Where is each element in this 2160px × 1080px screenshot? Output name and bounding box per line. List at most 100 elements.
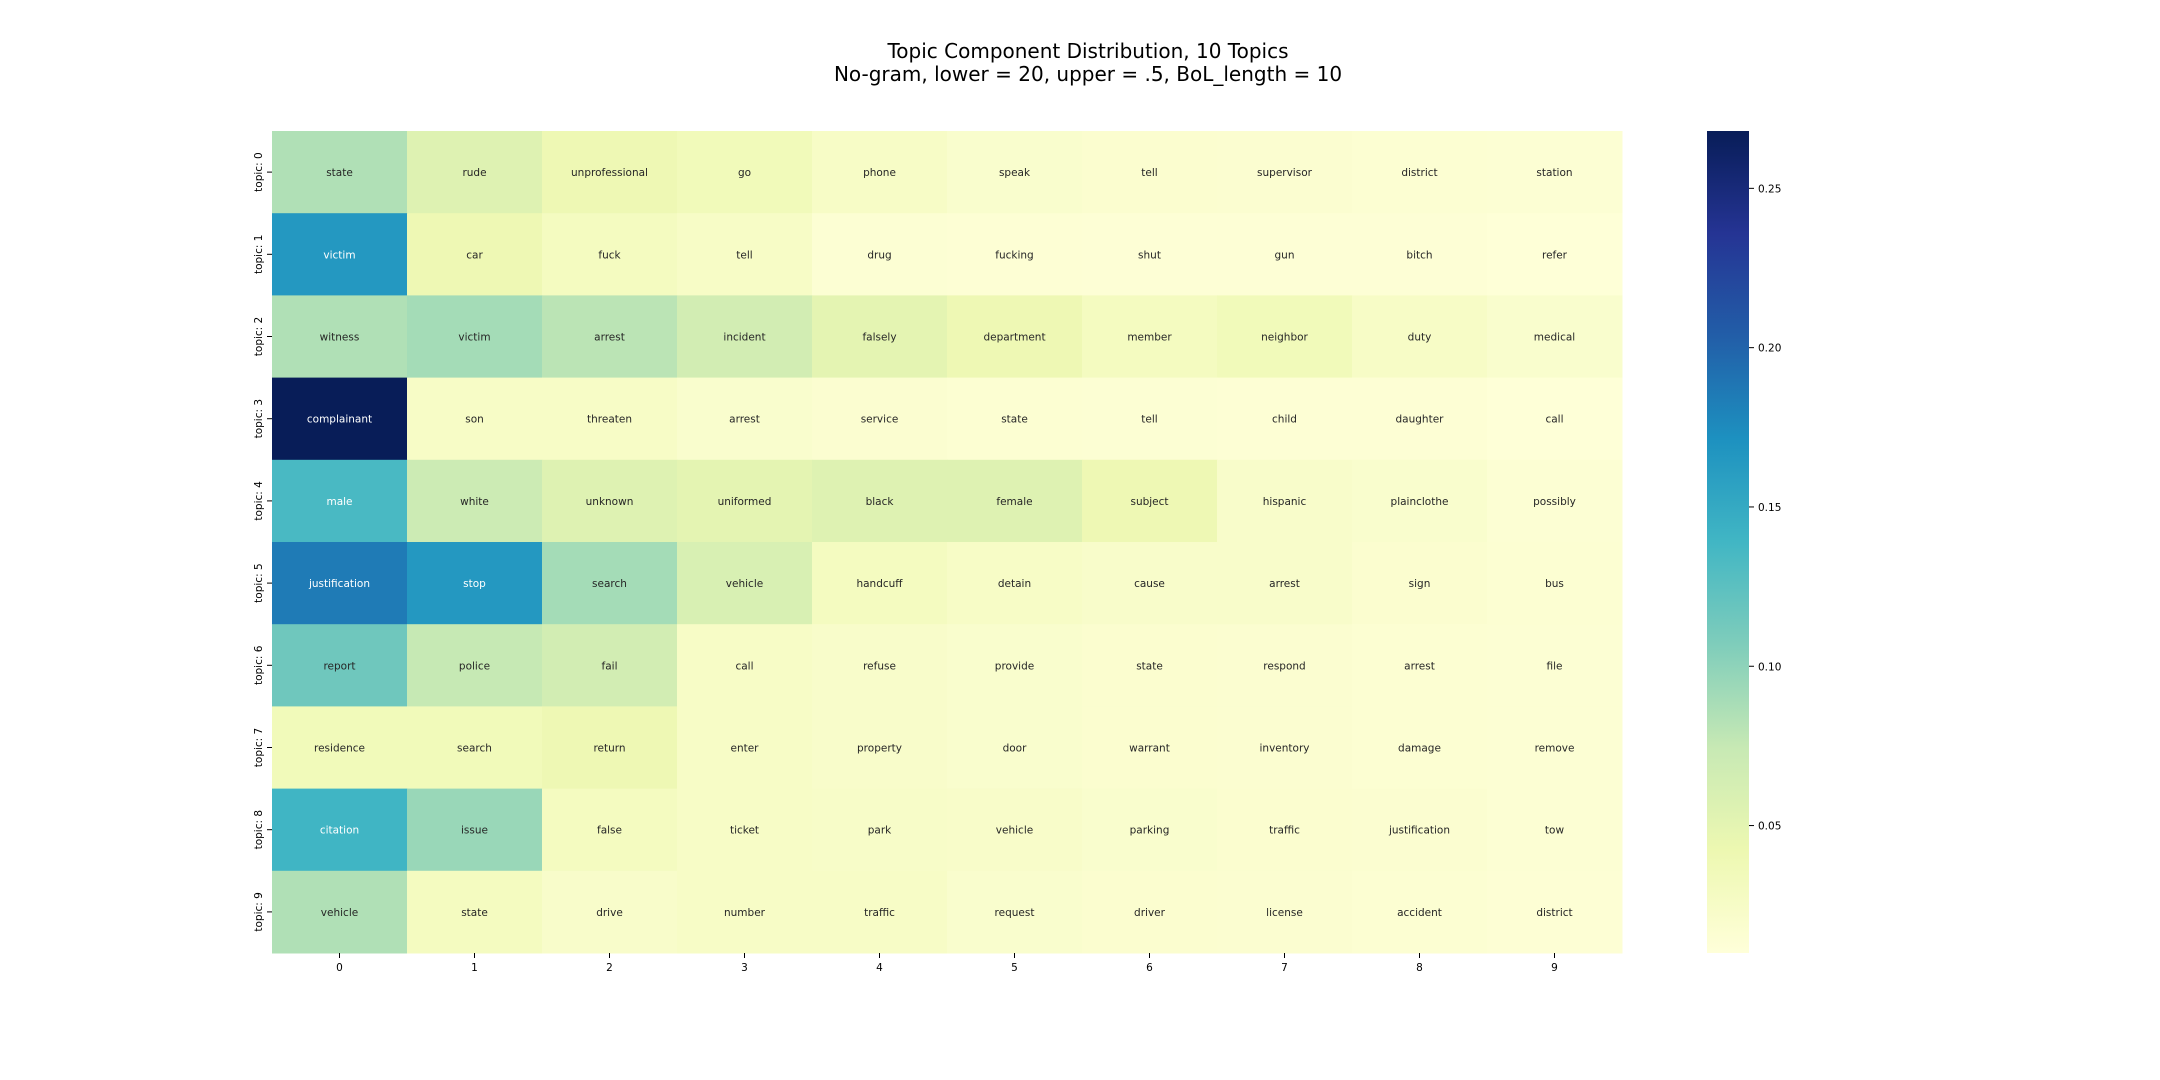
cell-label: tell (736, 249, 752, 261)
x-tick-label: 1 (471, 962, 478, 974)
heatmap-cell (1487, 213, 1623, 296)
cell-label: complainant (307, 414, 372, 426)
cell-label: state (461, 907, 488, 919)
heatmap-cell (1217, 377, 1353, 461)
heatmap-cell (677, 459, 813, 543)
heatmap-cell (542, 624, 678, 707)
cell-label: black (866, 496, 895, 508)
heatmap-cell (947, 459, 1083, 543)
heatmap-cell (677, 295, 813, 379)
cell-label: file (1547, 660, 1563, 672)
heatmap-cell (812, 459, 948, 543)
colorbar-gradient (1707, 131, 1749, 953)
heatmap-cell (1082, 788, 1218, 872)
heatmap-cell (1352, 542, 1488, 625)
heatmap-cell (1487, 870, 1623, 954)
heatmap-cell (1352, 377, 1488, 461)
x-tick-label: 0 (336, 962, 343, 974)
colorbar: 0.05 0.10 0.15 0.20 0.25 (1707, 131, 1781, 953)
heatmap-cell (407, 624, 543, 707)
cell-label: arrest (1269, 578, 1300, 590)
cell-label: arrest (729, 414, 760, 426)
heatmap-cell (947, 870, 1083, 954)
heatmap-cell (272, 295, 408, 379)
heatmap-cell (1082, 542, 1218, 625)
heatmap-cell (1217, 542, 1353, 625)
cell-label: district (1536, 907, 1572, 919)
y-tick-label: topic: 5 (253, 563, 265, 602)
cell-label: tow (1545, 825, 1565, 837)
heatmap-cell (407, 706, 543, 790)
cell-label: respond (1263, 660, 1305, 672)
heatmap-cell (947, 788, 1083, 872)
cell-label: drive (596, 907, 623, 919)
cell-label: provide (995, 660, 1034, 672)
heatmap-cell (1217, 624, 1353, 707)
heatmap-cell (272, 706, 408, 790)
cell-label: remove (1535, 743, 1575, 755)
heatmap-cell (677, 870, 813, 954)
heatmap-cell (272, 131, 408, 214)
heatmap-cell (812, 624, 948, 707)
heatmap-cell (1217, 295, 1353, 379)
cell-label: duty (1408, 332, 1432, 344)
cell-label: neighbor (1261, 332, 1308, 344)
cell-label: falsely (862, 332, 896, 344)
cell-label: fucking (995, 249, 1033, 261)
heatmap-cell (1082, 624, 1218, 707)
cell-label: vehicle (321, 907, 358, 919)
colorbar-tick-label: 0.10 (1758, 661, 1781, 673)
cell-label: state (1136, 660, 1163, 672)
heatmap-cell (407, 295, 543, 379)
heatmap-cell (1352, 706, 1488, 790)
cell-label: state (1001, 414, 1028, 426)
heatmap-cell (1352, 624, 1488, 707)
cell-label: child (1272, 414, 1297, 426)
cell-label: go (738, 167, 751, 179)
heatmap-cell (1352, 131, 1488, 214)
y-tick-label: topic: 6 (253, 645, 265, 685)
cell-label: male (326, 496, 352, 508)
heatmap-cell (272, 377, 408, 461)
y-tick-label: topic: 2 (253, 317, 265, 356)
heatmap-cell (812, 706, 948, 790)
heatmap-cell (272, 213, 408, 296)
heatmap-cell (1487, 459, 1623, 543)
cell-label: request (995, 907, 1035, 919)
y-tick-label: topic: 4 (253, 481, 265, 521)
cell-label: shut (1138, 249, 1161, 261)
y-tick-label: topic: 0 (253, 152, 265, 191)
heatmap-cell (677, 377, 813, 461)
heatmap-cell (407, 542, 543, 625)
chart-subtitle: No-gram, lower = 20, upper = .5, BoL_len… (834, 62, 1342, 86)
heatmap-cell (947, 213, 1083, 296)
heatmap-cell (542, 295, 678, 379)
cell-label: gun (1275, 249, 1295, 261)
cell-label: member (1127, 332, 1172, 344)
cell-label: subject (1130, 496, 1168, 508)
cell-label: daughter (1396, 414, 1445, 426)
cell-label: justification (1388, 825, 1450, 837)
cell-label: hispanic (1263, 496, 1307, 508)
heatmap-cell (272, 788, 408, 872)
cell-label: rude (462, 167, 486, 179)
heatmap-cell (812, 213, 948, 296)
cell-label: state (326, 167, 353, 179)
cell-label: park (868, 825, 892, 837)
heatmap-cell (1487, 295, 1623, 379)
cell-label: issue (461, 825, 488, 837)
heatmap-cell (947, 542, 1083, 625)
heatmap-cell (407, 213, 543, 296)
heatmap-cell (1352, 788, 1488, 872)
cell-label: residence (314, 743, 365, 755)
heatmap-cell (1217, 788, 1353, 872)
cell-label: ticket (730, 825, 759, 837)
cell-label: witness (320, 332, 360, 344)
heatmap-cell (1487, 788, 1623, 872)
cell-label: station (1536, 167, 1572, 179)
heatmap-cell (677, 624, 813, 707)
heatmap-cell (812, 295, 948, 379)
cell-label: incident (723, 332, 765, 344)
cell-label: call (1545, 414, 1563, 426)
